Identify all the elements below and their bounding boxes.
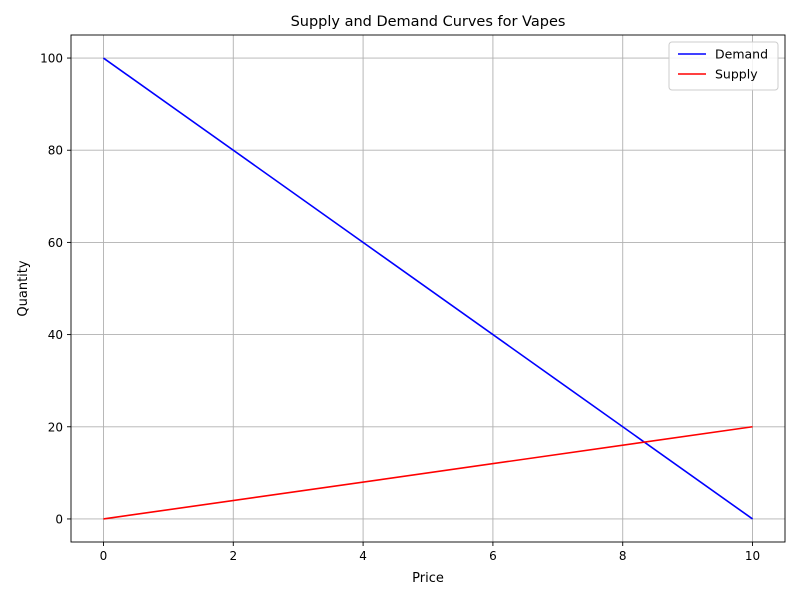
legend-label-supply: Supply xyxy=(715,67,758,82)
y-axis-label: Quantity xyxy=(16,260,31,316)
x-tick-label: 8 xyxy=(619,549,627,563)
y-tick-label: 0 xyxy=(55,512,63,526)
y-tick-label: 40 xyxy=(48,328,63,342)
y-tick-label: 60 xyxy=(48,236,63,250)
x-axis-label: Price xyxy=(412,571,444,586)
series-layer xyxy=(102,57,754,520)
legend-label-demand: Demand xyxy=(715,47,768,62)
y-tick-label: 100 xyxy=(40,52,63,66)
x-tick-label: 2 xyxy=(229,549,237,563)
legend: Demand Supply xyxy=(668,41,779,91)
grid-layer xyxy=(71,35,785,542)
x-tick-label: 10 xyxy=(745,549,760,563)
chart-title: Supply and Demand Curves for Vapes xyxy=(291,14,566,30)
x-tick-label: 4 xyxy=(359,549,367,563)
y-tick-label: 80 xyxy=(48,144,63,158)
series-line-supply xyxy=(103,425,753,520)
y-tick-label: 20 xyxy=(48,420,63,434)
x-tick-label: 6 xyxy=(489,549,497,563)
x-tick-label: 0 xyxy=(100,549,108,563)
plot-frame xyxy=(70,34,786,543)
